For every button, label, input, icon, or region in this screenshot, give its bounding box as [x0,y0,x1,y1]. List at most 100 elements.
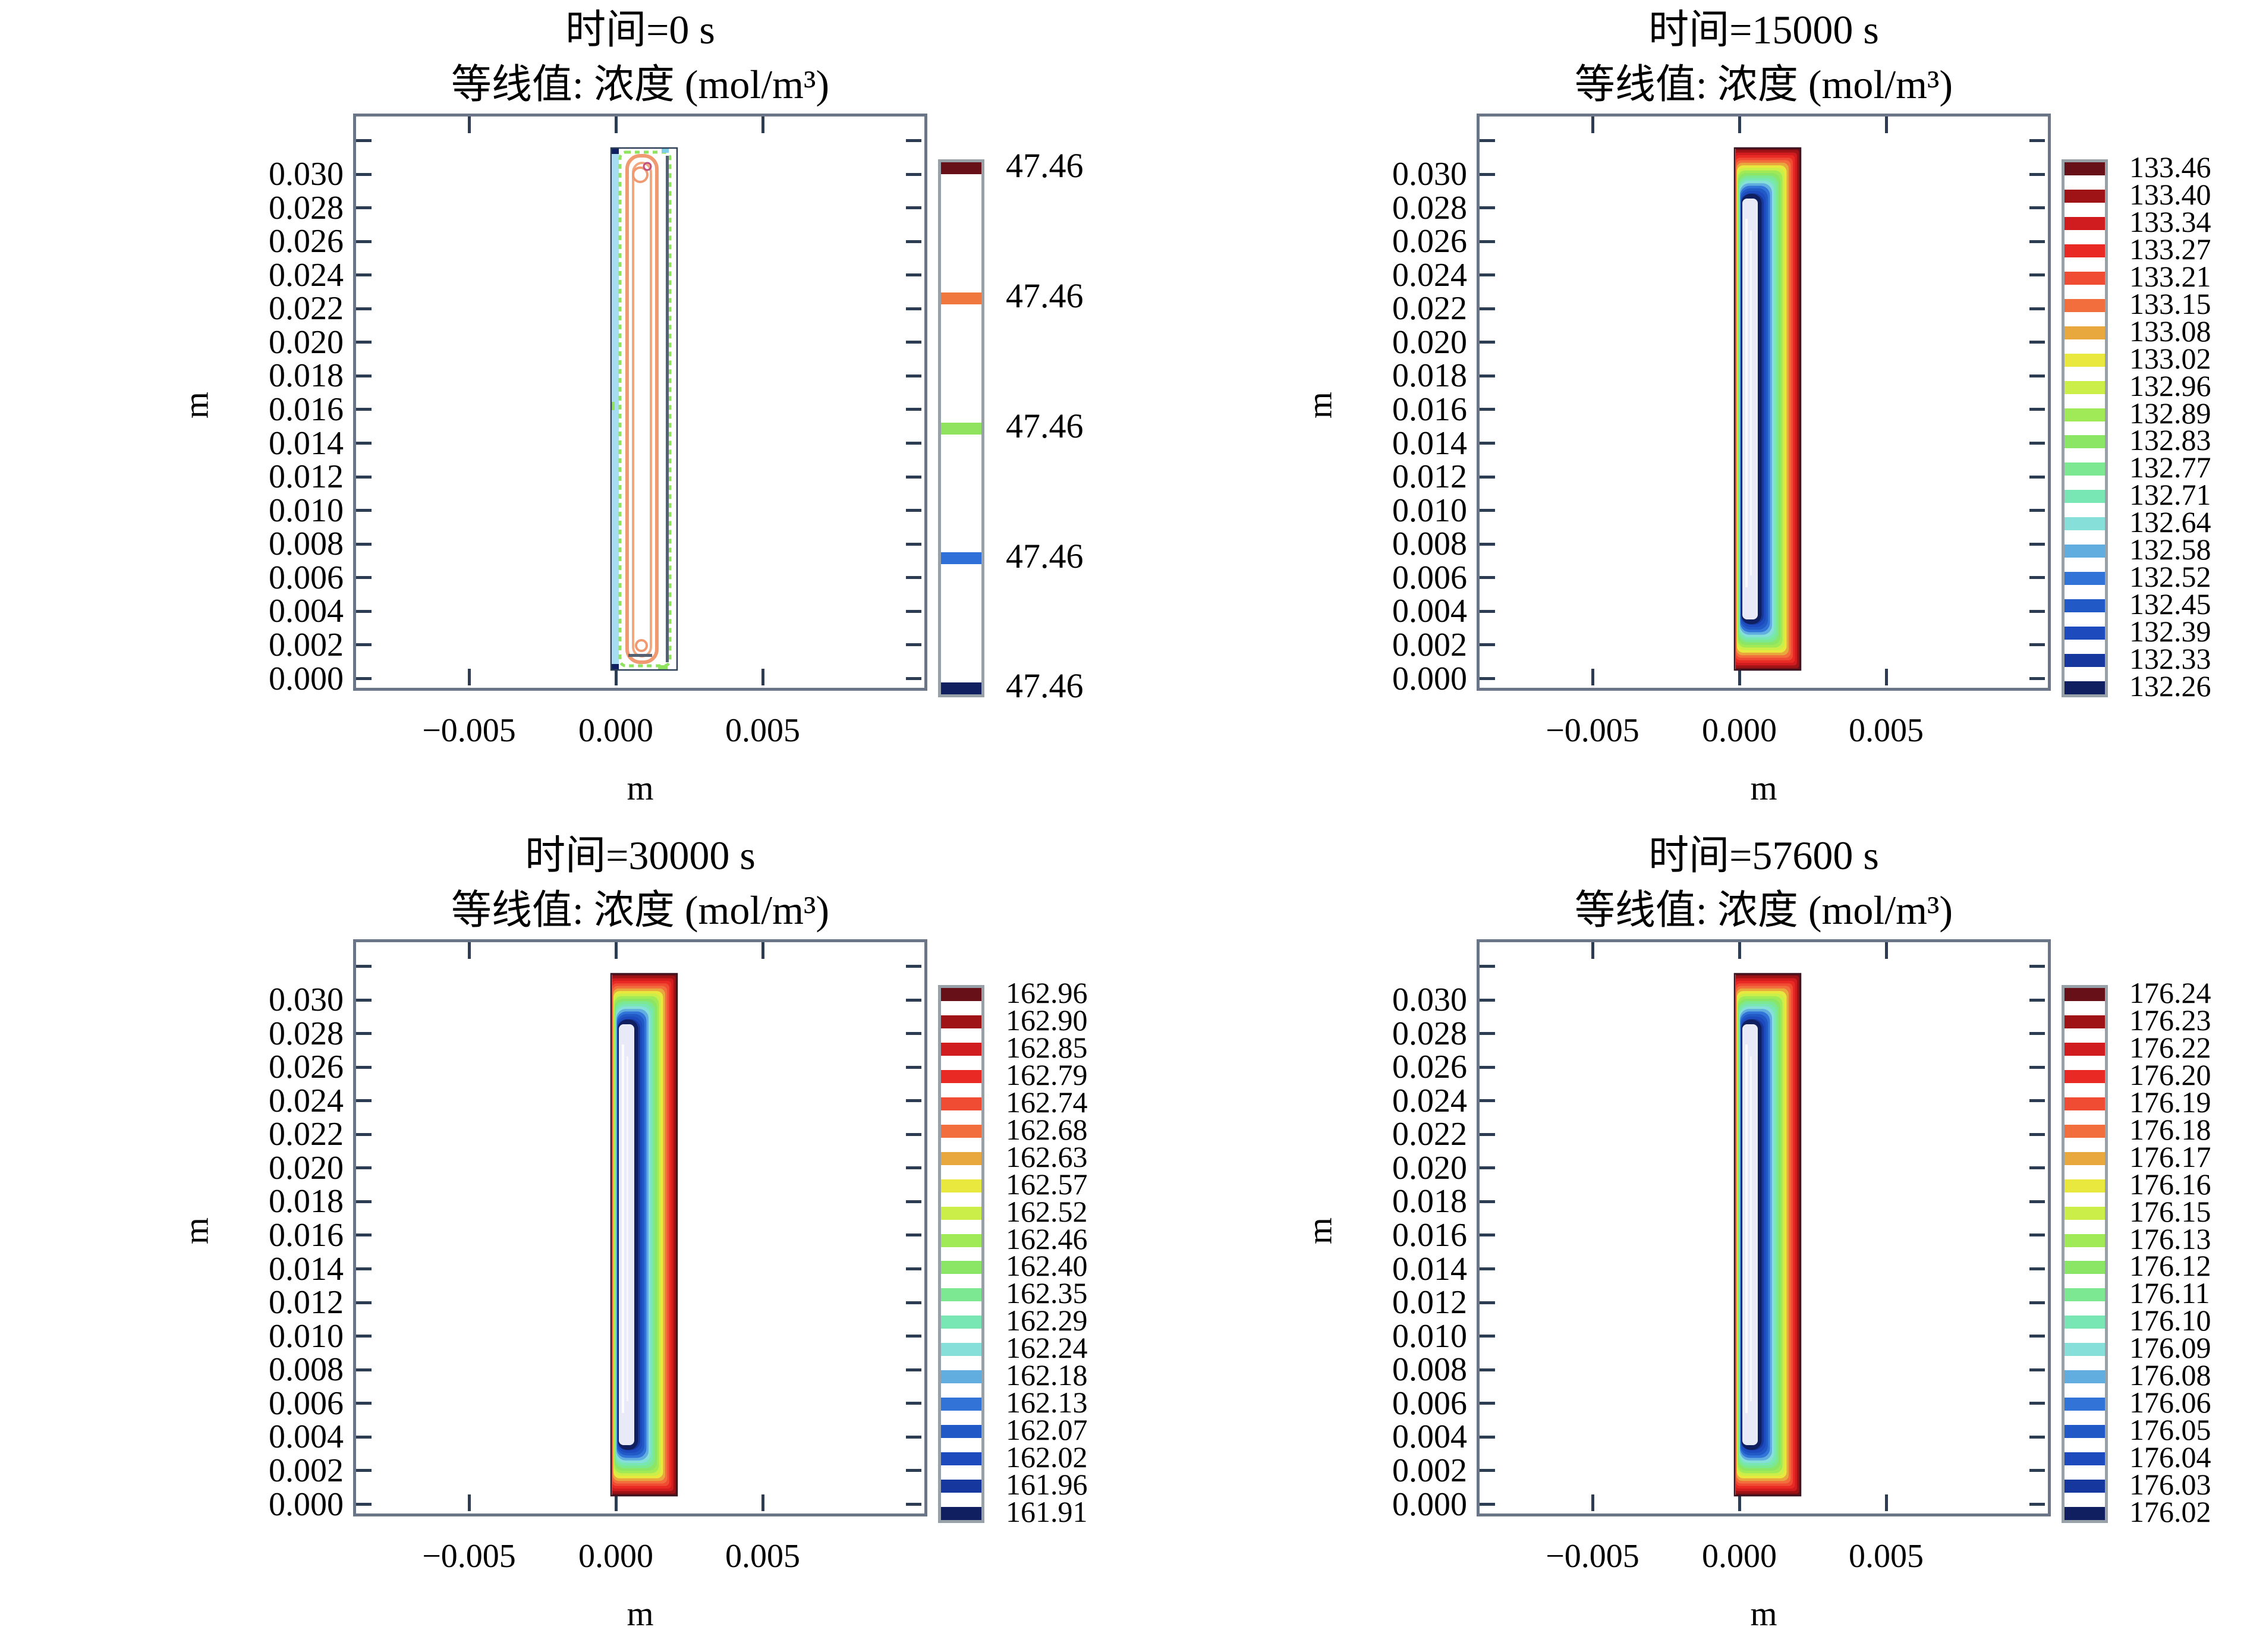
contour-plot [610,973,678,1497]
y-tick-label: 0.016 [1392,391,1467,428]
colorbar-stripe [2065,1370,2105,1384]
y-axis-tick [2029,1267,2045,1271]
colorbar-value-label: 176.15 [2129,1194,2211,1228]
y-tick-label: 0.002 [1392,1452,1467,1489]
y-tick-label: 0.024 [269,1082,344,1119]
y-axis-tick [2029,1166,2045,1170]
colorbar-stripe [2065,408,2105,421]
y-axis-tick [2029,576,2045,580]
y-axis-tick [356,509,372,512]
y-axis-tick [2029,677,2045,681]
y-tick-label: 0.000 [269,1486,344,1523]
y-tick-label: 0.020 [1392,323,1467,361]
y-axis-tick [2029,998,2045,1002]
contour-shape [662,149,669,153]
y-axis-tick [1480,206,1495,210]
y-tick-label: 0.010 [1392,1317,1467,1355]
colorbar-value-label: 176.13 [2129,1222,2211,1255]
colorbar-value-label: 176.23 [2129,1003,2211,1037]
y-tick-label: 0.004 [1392,593,1467,630]
colorbar-stripe [941,1343,981,1357]
colorbar-stripe [941,1124,981,1138]
y-tick-label: 0.018 [269,1183,344,1220]
y-tick-label: 0.030 [269,981,344,1018]
y-tick-label: 0.014 [269,1250,344,1288]
y-tick-label: 0.006 [1392,1384,1467,1422]
colorbar-value-label: 176.09 [2129,1331,2211,1365]
colorbar-stripe [2065,380,2105,394]
colorbar-value-label: 162.29 [1006,1304,1088,1338]
y-axis-tick [356,1335,372,1338]
y-axis-tick [1480,1402,1495,1405]
y-axis-tick [2029,341,2045,344]
colorbar-stripe [941,162,981,174]
y-axis-tick [1480,475,1495,479]
y-axis-tick [1480,1200,1495,1203]
colorbar-value-label: 133.15 [2129,287,2211,320]
colorbar-value-label: 47.46 [1006,536,1084,575]
y-tick-label: 0.030 [1392,981,1467,1018]
y-axis-tick [1480,609,1495,613]
x-axis-tick [1591,942,1594,959]
contour-shape [622,1044,624,1413]
y-axis-tick [2029,206,2045,210]
colorbar-stripe [2065,1398,2105,1411]
y-axis-tick [906,1065,921,1069]
colorbar-value-label: 176.18 [2129,1112,2211,1146]
colorbar-value-label: 132.39 [2129,615,2211,649]
y-axis-tick [906,576,921,580]
contour-panel-t30000: 时间=30000 s 等线值: 浓度 (mol/m³) m m 0.030 0.0… [0,826,1124,1652]
y-tick-label: 0.026 [1392,223,1467,260]
y-axis-tick [356,1503,372,1506]
contour-shape [1745,219,1748,587]
x-axis-tick [1884,669,1888,685]
y-axis-tick [356,139,372,142]
contour-shape [627,1056,628,1401]
y-tick-label: 0.022 [269,1116,344,1153]
colorbar-stripe [2065,517,2105,531]
y-tick-label: 0.018 [1392,357,1467,395]
x-axis-tick [1591,1494,1594,1511]
y-axis-tick [356,273,372,277]
y-tick-label: 0.008 [269,1351,344,1389]
x-axis-tick [1738,1494,1741,1511]
colorbar-value-label: 176.05 [2129,1413,2211,1447]
y-axis-tick [1480,341,1495,344]
colorbar-value-label: 162.52 [1006,1194,1088,1228]
contour-panel-t15000: 时间=15000 s 等线值: 浓度 (mol/m³) m m 0.030 0.0… [1124,0,2247,826]
y-axis-tick [2029,1132,2045,1136]
y-axis-tick [906,172,921,176]
y-tick-label: 0.000 [1392,1486,1467,1523]
y-tick-label: 0.030 [1392,156,1467,193]
contour-line [610,973,678,1497]
plot-title: 时间=15000 s [1648,7,1879,52]
y-axis-tick [906,408,921,411]
colorbar-stripe [2065,1480,2105,1493]
y-axis-tick [2029,1402,2045,1405]
contour-panel-t57600: 时间=57600 s 等线值: 浓度 (mol/m³) m m 0.030 0.0… [1124,826,2247,1652]
colorbar-stripe [941,1234,981,1247]
y-axis-tick [1480,1368,1495,1371]
y-axis-tick [1480,139,1495,142]
y-axis-tick [2029,1335,2045,1338]
contour-line [643,162,652,171]
colorbar-value-label: 132.77 [2129,451,2211,484]
x-tick-label: −0.005 [422,712,516,749]
y-axis-tick [2029,273,2045,277]
x-axis-tick [467,117,471,133]
y-axis-tick [2029,1099,2045,1103]
y-axis-tick [356,307,372,310]
y-tick-label: 0.024 [269,256,344,294]
y-axis-tick [1480,509,1495,512]
colorbar-stripe [2065,189,2105,203]
colorbar-value-label: 176.06 [2129,1386,2211,1420]
colorbar-stripe [2065,244,2105,257]
y-axis-tick [906,677,921,681]
colorbar-value-label: 133.21 [2129,259,2211,293]
colorbar-value-label: 47.46 [1006,276,1084,316]
colorbar-stripe [941,1370,981,1384]
colorbar-stripe [2065,1425,2105,1439]
x-axis-tick [614,669,618,685]
contour-shape [1750,231,1752,575]
